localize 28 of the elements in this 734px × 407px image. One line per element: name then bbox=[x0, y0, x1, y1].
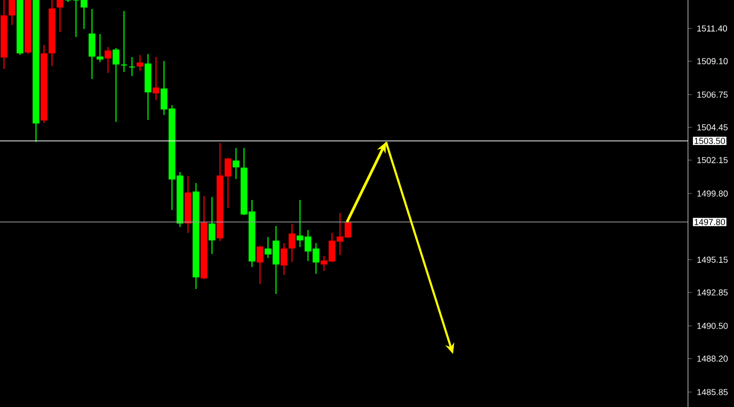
candlestick bbox=[8, 0, 16, 26]
y-tick-label: 1499.80 bbox=[697, 190, 728, 197]
y-tick-label: 1511.40 bbox=[697, 25, 728, 32]
ref-line-label: 1503.50 bbox=[694, 138, 725, 144]
candlestick bbox=[128, 56, 136, 76]
candlestick bbox=[280, 242, 288, 276]
y-tick-label: 1506.75 bbox=[697, 92, 728, 98]
y-tick-label: 1495.15 bbox=[697, 256, 728, 263]
y-tick-label: 1502.15 bbox=[697, 157, 728, 164]
y-tick-label: 1492.85 bbox=[697, 289, 728, 296]
candlestick bbox=[208, 196, 216, 255]
y-tick-label: 1488.20 bbox=[697, 356, 728, 362]
y-tick-label: 1504.45 bbox=[697, 124, 728, 130]
candlestick bbox=[256, 246, 264, 285]
y-tick-label: 1490.50 bbox=[697, 322, 728, 329]
candlestick bbox=[56, 0, 64, 33]
candlestick bbox=[152, 56, 160, 101]
candlestick bbox=[96, 34, 104, 63]
candlestick bbox=[104, 46, 112, 74]
candlestick bbox=[112, 47, 120, 122]
candlestick bbox=[88, 8, 96, 80]
candlestick bbox=[232, 147, 240, 180]
y-tick-label: 1485.85 bbox=[697, 388, 728, 396]
candlestick bbox=[136, 54, 144, 72]
y-tick-label: 1509.10 bbox=[697, 58, 728, 64]
candlestick bbox=[288, 223, 296, 262]
ref-line-label: 1497.80 bbox=[694, 218, 725, 226]
candlestick bbox=[120, 10, 128, 73]
